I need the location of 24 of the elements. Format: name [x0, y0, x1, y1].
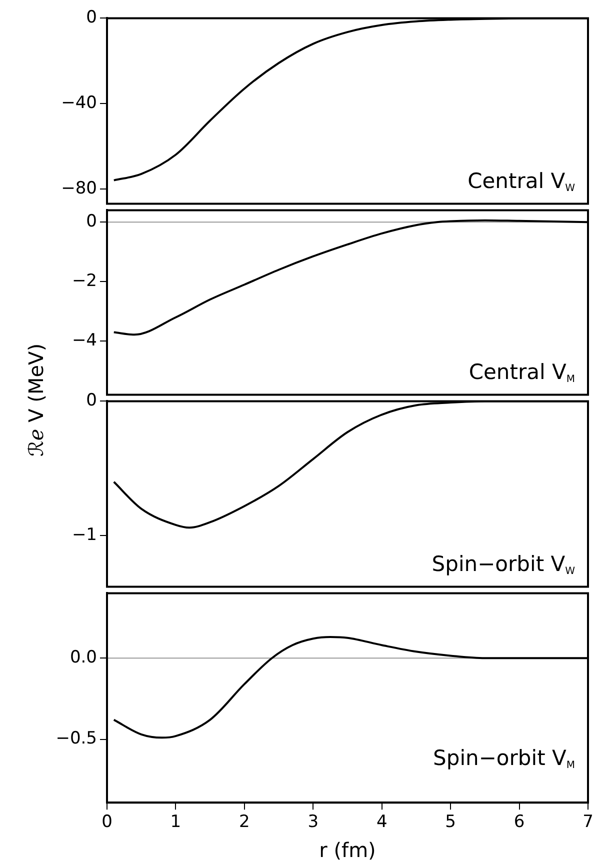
x-tick-label: 1 — [170, 812, 182, 832]
annotation: Central V$_{W}$ — [468, 169, 575, 194]
x-axis-title: r (fm) — [319, 838, 376, 862]
y-tick-label: −80 — [61, 178, 97, 198]
x-tick-label: 7 — [582, 812, 594, 832]
y-tick-label: −0.5 — [56, 728, 97, 749]
annotation: Spin−orbit V$_{M}$ — [433, 746, 575, 771]
y-tick-label: −2 — [72, 271, 97, 292]
y-tick-label: 0.0 — [70, 648, 97, 668]
annotation: Central V$_{M}$ — [468, 360, 575, 385]
y-tick-label: −4 — [72, 330, 97, 351]
x-tick-label: 6 — [514, 812, 525, 832]
y-tick-label: 0 — [86, 8, 97, 28]
x-tick-label: 2 — [239, 812, 250, 832]
x-tick-label: 0 — [102, 812, 112, 832]
annotation: Spin−orbit V$_{W}$ — [432, 552, 575, 577]
x-tick-label: 4 — [376, 812, 388, 832]
x-tick-label: 3 — [308, 812, 319, 832]
x-tick-label: 5 — [445, 812, 456, 832]
y-tick-label: 0 — [86, 390, 97, 411]
y-tick-label: −1 — [72, 525, 97, 546]
y-tick-label: 0 — [86, 212, 97, 232]
y-axis-title: ℛℯ V (MeV) — [24, 343, 48, 457]
y-tick-label: −40 — [61, 92, 97, 113]
